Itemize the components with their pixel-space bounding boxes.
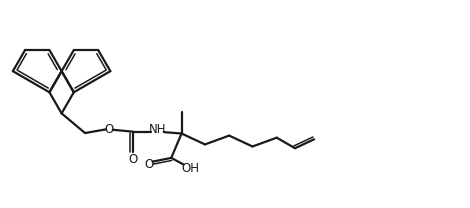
Text: O: O — [128, 153, 137, 166]
Text: NH: NH — [149, 123, 166, 136]
Text: O: O — [145, 158, 154, 171]
Text: O: O — [105, 123, 114, 136]
Text: OH: OH — [181, 162, 199, 175]
